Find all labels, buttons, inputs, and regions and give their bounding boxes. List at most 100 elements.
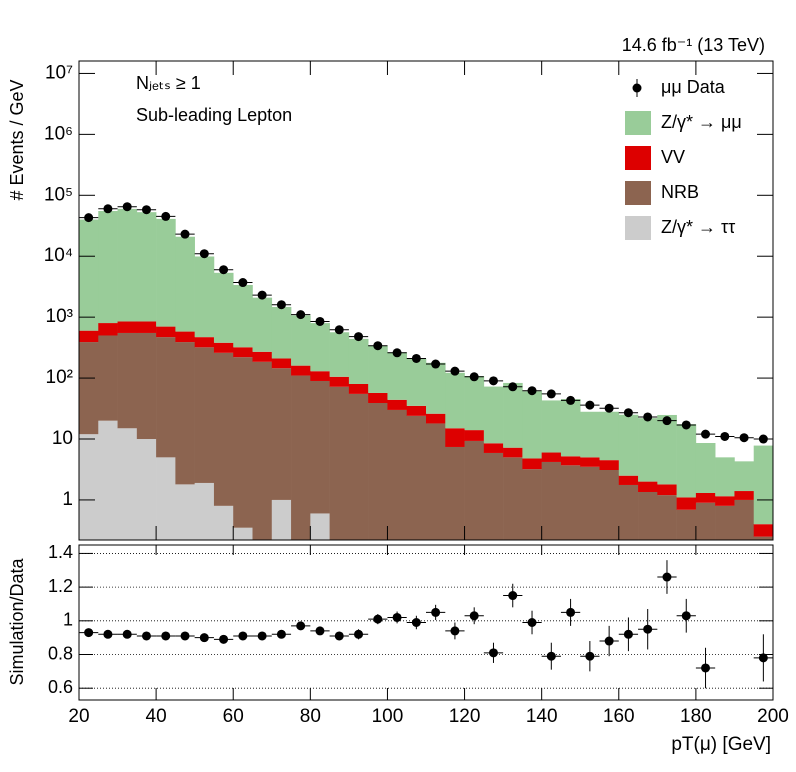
stack-bar — [233, 284, 253, 348]
stack-bar — [117, 321, 138, 333]
stack-bar — [715, 496, 735, 506]
ratio-point — [643, 624, 653, 634]
stack-bar — [194, 256, 215, 338]
stack-bar — [599, 411, 620, 461]
stack-bar — [368, 392, 388, 403]
data-point — [469, 372, 479, 382]
stack-bar — [580, 466, 600, 540]
stack-bar — [136, 332, 157, 440]
stack-bar — [676, 509, 697, 540]
legend-swatch — [625, 181, 651, 205]
stack-bar — [233, 347, 253, 358]
data-point — [373, 341, 383, 351]
x-tick-label: 80 — [300, 706, 321, 727]
data-point — [161, 211, 171, 221]
stack-bar — [522, 469, 542, 540]
y-tick-label: 10³ — [46, 306, 73, 327]
stack-bar — [79, 342, 99, 435]
stack-bar — [541, 400, 562, 453]
y-tick-label: 1.2 — [48, 576, 73, 596]
stack-bar — [715, 505, 735, 540]
stack-bar — [136, 212, 157, 322]
stack-bar — [387, 352, 408, 400]
stack-bar — [117, 208, 138, 322]
stack-bar — [291, 365, 311, 376]
stack-bar — [213, 272, 234, 343]
data-point — [566, 395, 576, 405]
stack-bar — [541, 461, 562, 540]
stack-bar — [618, 484, 639, 540]
legend-swatch — [625, 216, 651, 240]
ratio-point — [488, 648, 498, 658]
stack-bar — [310, 380, 330, 514]
stack-bar — [271, 368, 292, 500]
stack-bar — [348, 338, 369, 384]
stack-bar — [175, 236, 195, 332]
stack-bar — [348, 393, 369, 540]
ratio-point — [296, 621, 306, 631]
ratio-point — [469, 611, 479, 621]
data-point — [354, 332, 364, 342]
stack-bar — [117, 428, 138, 540]
data-point — [527, 386, 537, 396]
stack-bar — [117, 332, 138, 429]
data-point — [315, 316, 325, 326]
annotation: Nⱼₑₜₛ ≥ 1 — [136, 73, 201, 93]
data-point — [681, 420, 691, 430]
stack-bar — [753, 536, 774, 540]
x-tick-label: 20 — [68, 706, 89, 727]
stack-bar — [368, 402, 388, 540]
y-tick-label: 10² — [46, 367, 73, 388]
stack-bar — [156, 457, 176, 540]
legend-swatch — [625, 146, 651, 170]
stack-bar — [213, 342, 234, 353]
stack-bar — [98, 211, 118, 324]
ratio-point — [276, 629, 286, 639]
stack-bar — [194, 337, 215, 348]
stack-bar — [387, 399, 408, 410]
stack-bar — [406, 358, 427, 406]
data-point — [219, 265, 229, 275]
data-point — [180, 229, 190, 239]
stack-bar — [79, 219, 99, 331]
stack-bar — [580, 457, 600, 467]
stack-bar — [483, 386, 504, 444]
ratio-point — [122, 629, 132, 639]
ratio-point — [180, 631, 190, 641]
y-tick-label: 10⁴ — [44, 245, 73, 266]
stack-bar — [156, 218, 176, 327]
legend-marker — [632, 83, 642, 93]
data-point — [276, 300, 286, 310]
y-tick-label: 1.4 — [48, 542, 73, 562]
stack-bar — [445, 372, 465, 429]
stack-bar — [271, 306, 292, 359]
ratio-point — [585, 651, 595, 661]
data-point — [546, 389, 556, 399]
x-tick-label: 140 — [526, 706, 558, 727]
x-tick-label: 200 — [757, 706, 789, 727]
data-point — [643, 412, 653, 422]
stack-bar — [541, 452, 562, 462]
stack-bar — [657, 484, 677, 496]
stack-bar — [387, 409, 408, 540]
stack-bar — [310, 323, 330, 372]
legend-label: Z/γ* → ττ — [661, 217, 735, 237]
ratio-point — [604, 636, 614, 646]
stack-bar — [580, 411, 600, 458]
ratio-point — [681, 611, 691, 621]
ratio-point — [662, 572, 672, 582]
data-point — [450, 366, 460, 376]
stack-bar — [464, 376, 485, 431]
stack-bar — [426, 413, 446, 424]
stack-bar — [657, 495, 677, 540]
plot-frame — [78, 60, 774, 541]
stack-bar — [695, 442, 716, 493]
x-tick-label: 40 — [146, 706, 167, 727]
ratio-point — [758, 653, 768, 663]
plot-frame — [78, 544, 774, 701]
stack-bar — [734, 491, 755, 500]
y-tick-label: 10⁶ — [44, 123, 73, 144]
stack-bar — [445, 428, 465, 447]
y-tick-label: 10 — [52, 428, 73, 449]
y-axis-label: # Events / GeV — [7, 79, 27, 200]
